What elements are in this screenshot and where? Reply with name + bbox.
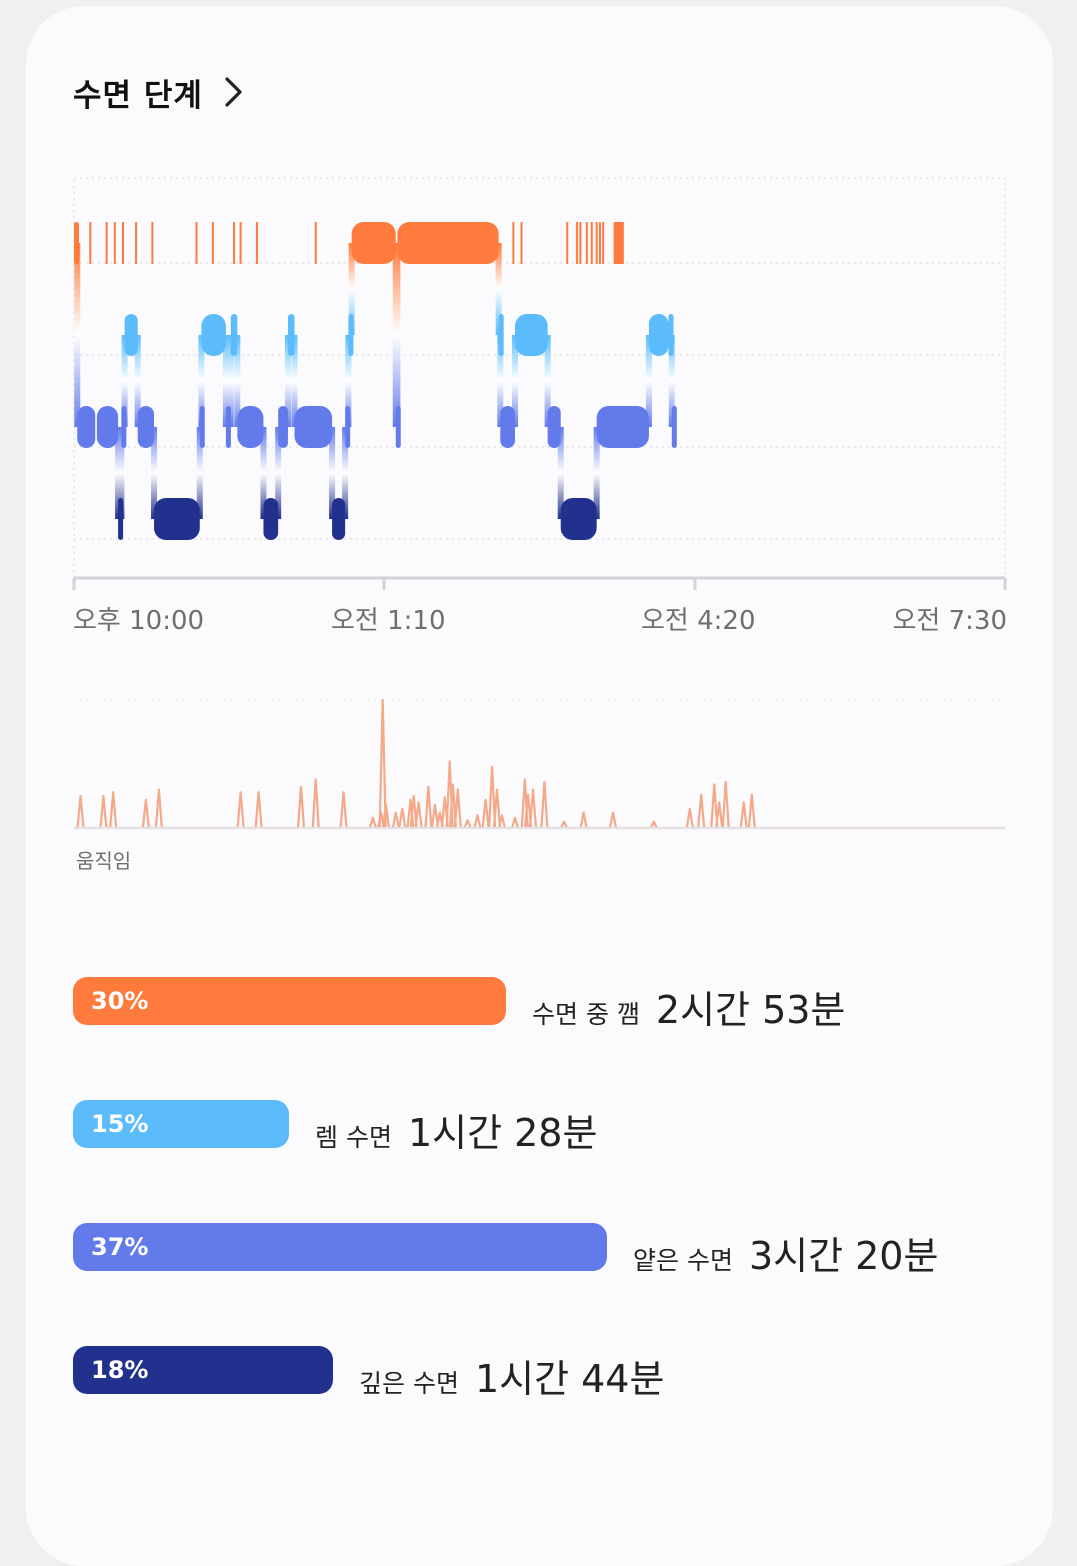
stage-transition — [394, 243, 401, 427]
stage-segment-light — [121, 406, 127, 448]
stage-segment-deep — [154, 498, 200, 540]
sleep-stages-card — [26, 6, 1053, 1566]
stage-transition — [260, 427, 267, 519]
stage-transition — [151, 427, 158, 519]
sleep-stages-header[interactable]: 수면 단계 — [73, 70, 245, 114]
stage-transition — [497, 335, 504, 427]
stage-transition — [668, 335, 675, 427]
stage-transition — [115, 427, 122, 519]
stage-segment-rem — [348, 314, 354, 356]
stage-duration: 2시간 53분 — [655, 988, 846, 1032]
stage-transition — [291, 335, 298, 427]
stage-transitions — [74, 243, 675, 519]
stage-duration: 1시간 44분 — [474, 1357, 665, 1401]
stage-transition — [222, 335, 229, 427]
movement-label: 움직임 — [76, 849, 132, 873]
x-tick-label: 오전 7:30 — [892, 606, 1008, 636]
stage-segment-light — [500, 406, 515, 448]
stage-segment-light — [237, 406, 264, 448]
stage-transition — [121, 335, 128, 427]
stage-transition — [134, 335, 141, 427]
chevron-right-icon — [225, 77, 242, 107]
stage-transition — [342, 427, 349, 519]
stage-segment-deep — [332, 498, 346, 540]
stage-segment-rem — [201, 314, 226, 356]
stage-label: 깊은 수면 — [359, 1369, 459, 1398]
stage-segment-deep — [560, 498, 597, 540]
percent-bar — [73, 1346, 333, 1394]
stage-transition — [645, 335, 652, 427]
stage-segment-light — [225, 406, 231, 448]
movement-line — [74, 698, 1005, 830]
stage-transition — [544, 335, 551, 427]
chart-grid — [73, 177, 1006, 579]
stage-duration: 1시간 28분 — [407, 1111, 598, 1155]
stage-segment-light — [596, 406, 649, 448]
stage-transition — [495, 243, 502, 335]
stage-label: 얕은 수면 — [633, 1246, 733, 1275]
stage-transition — [593, 427, 600, 519]
stage-segment-light — [345, 406, 351, 448]
stage-segment-light — [137, 406, 155, 448]
stage-segment-rem — [124, 314, 138, 356]
chart-frame — [73, 177, 1006, 579]
stage-segments — [74, 222, 677, 540]
stage-segment-light — [547, 406, 561, 448]
stage-transition — [348, 243, 355, 335]
stage-transition — [118, 427, 125, 519]
percent-value: 18% — [91, 1356, 149, 1384]
stage-label: 렘 수면 — [315, 1123, 392, 1152]
x-tick-label: 오전 4:20 — [641, 606, 756, 636]
x-tick-label: 오전 1:10 — [331, 606, 446, 636]
stage-segment-light — [77, 406, 96, 448]
movement-graph — [74, 698, 1005, 830]
percent-value: 30% — [91, 987, 149, 1015]
stage-transition — [345, 335, 352, 427]
stage-segment-light — [96, 406, 119, 448]
stage-segment-rem — [668, 314, 674, 356]
stage-segment-light — [199, 406, 205, 448]
stage-segment-rem — [498, 314, 504, 356]
brief-awakenings — [89, 222, 624, 264]
stage-segment-rem — [515, 314, 548, 356]
stage-transition — [196, 427, 203, 519]
stage-label: 수면 중 깸 — [532, 1000, 640, 1029]
stage-segment-light — [278, 406, 288, 448]
stage-segment-light — [671, 406, 677, 448]
stage-transition — [74, 243, 81, 427]
percent-value: 37% — [91, 1233, 149, 1261]
stage-segment-rem — [648, 314, 669, 356]
stage-segment-awake — [397, 222, 499, 264]
stage-transition — [284, 335, 291, 427]
stage-segment-light — [395, 406, 401, 448]
stage-segment-rem — [287, 314, 295, 356]
stage-segment-rem — [230, 314, 238, 356]
stage-transition — [227, 335, 234, 427]
stage-duration: 3시간 20분 — [748, 1234, 939, 1278]
percent-bar — [73, 977, 506, 1025]
stage-segment-awake — [351, 222, 396, 264]
section-title: 수면 단계 — [73, 77, 203, 114]
percent-value: 15% — [91, 1110, 149, 1138]
stage-transition — [329, 427, 336, 519]
stage-transition — [198, 335, 205, 427]
stage-segment-deep — [118, 498, 124, 540]
stage-segment-deep — [263, 498, 279, 540]
stage-segment-awake — [74, 222, 79, 264]
sleep-stages-chart — [72, 177, 1007, 830]
percent-bar — [73, 1100, 289, 1148]
stage-transition — [512, 335, 518, 427]
stage-segment-light — [294, 406, 333, 448]
x-tick-label: 오후 10:00 — [73, 606, 205, 636]
stage-transition — [234, 335, 241, 427]
time-axis — [72, 576, 1007, 590]
stage-transition — [557, 427, 564, 519]
stage-transition — [275, 427, 282, 519]
percent-bar — [73, 1223, 607, 1271]
